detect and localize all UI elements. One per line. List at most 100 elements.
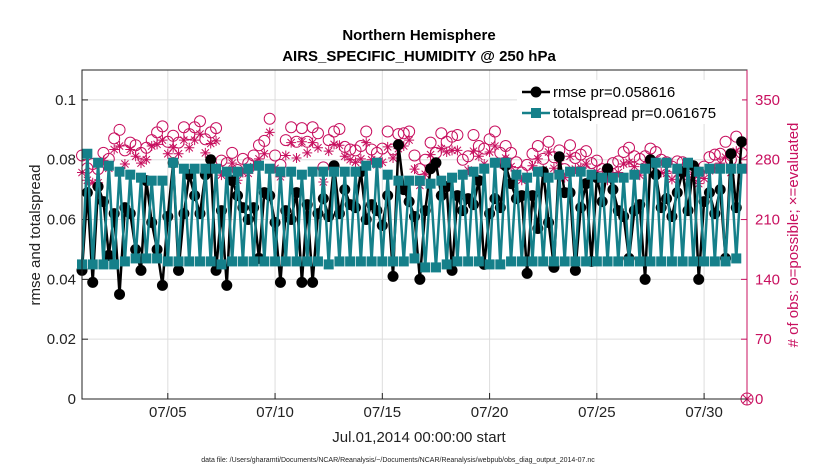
obs-evaluated-point — [355, 153, 366, 164]
obs-evaluated-point — [398, 141, 409, 152]
totalspread-point — [135, 172, 146, 183]
chart-subtitle: AIRS_SPECIFIC_HUMIDITY @ 250 hPa — [282, 48, 556, 65]
totalspread-point — [157, 175, 168, 186]
totalspread-point — [280, 256, 291, 267]
totalspread-point — [323, 259, 334, 270]
x-axis-label: Jul.01,2014 00:00:00 start — [332, 429, 506, 446]
totalspread-point — [430, 262, 441, 273]
totalspread-point — [178, 163, 189, 174]
totalspread-point — [736, 163, 747, 174]
rmse-point — [226, 175, 238, 187]
totalspread-point — [248, 256, 259, 267]
legend: rmse pr=0.058616 totalspread pr=0.061675 — [517, 80, 742, 124]
totalspread-point — [607, 172, 618, 183]
totalspread-point — [398, 256, 409, 267]
totalspread-point — [613, 256, 624, 267]
obs-possible-point — [210, 122, 223, 135]
totalspread-point — [516, 256, 527, 267]
obs-evaluated-point — [591, 166, 602, 177]
obs-evaluated-point — [339, 151, 350, 162]
rmse-point — [398, 184, 410, 196]
totalspread-point — [377, 256, 388, 267]
obs-possible-point — [590, 154, 603, 167]
obs-possible-point — [269, 149, 282, 162]
totalspread-point — [618, 172, 629, 183]
totalspread-point — [173, 256, 184, 267]
rmse-point — [387, 270, 399, 282]
totalspread-point — [527, 256, 538, 267]
totalspread-point — [371, 157, 382, 168]
y2-tick-label: 210 — [755, 212, 780, 229]
obs-evaluated-point — [420, 169, 431, 180]
totalspread-point — [345, 256, 356, 267]
obs-evaluated-point — [447, 145, 458, 156]
obs-possible-point — [462, 150, 475, 163]
totalspread-point — [511, 169, 522, 180]
totalspread-point — [484, 259, 495, 270]
rmse-point — [575, 202, 587, 214]
obs-possible-point — [451, 128, 464, 141]
obs-evaluated-point — [184, 142, 195, 153]
rmse-point — [87, 276, 99, 288]
obs-evaluated-point — [565, 151, 576, 162]
obs-evaluated-point — [253, 153, 264, 164]
totalspread-point — [87, 259, 98, 270]
totalspread-point — [141, 253, 152, 264]
totalspread-point — [409, 253, 420, 264]
obs-evaluated-point — [436, 143, 447, 154]
totalspread-point — [425, 178, 436, 189]
y-tick-label: 0.08 — [47, 152, 76, 169]
legend-rmse-label: rmse pr=0.058616 — [553, 84, 675, 101]
x-tick-label: 07/25 — [578, 404, 616, 421]
rmse-point — [725, 148, 737, 160]
y2-axis-label: # of obs: o=possible; ×=evaluated — [785, 123, 802, 348]
obs-evaluated-point — [377, 157, 388, 168]
totalspread-point — [253, 160, 264, 171]
totalspread-point — [543, 172, 554, 183]
totalspread-point — [307, 166, 318, 177]
totalspread-point — [168, 157, 179, 168]
obs-evaluated-point — [731, 146, 742, 157]
obs-evaluated-point — [173, 148, 184, 159]
obs-possible-point — [580, 145, 593, 158]
totalspread-point — [270, 256, 281, 267]
rmse-point — [661, 193, 673, 205]
totalspread-point — [565, 166, 576, 177]
obs-evaluated-point — [141, 154, 152, 165]
totalspread-point — [624, 256, 635, 267]
obs-evaluated-point — [168, 142, 179, 153]
y2-tick-label: 140 — [755, 271, 780, 288]
totalspread-point — [677, 256, 688, 267]
totalspread-point — [479, 163, 490, 174]
obs-evaluated-point — [495, 159, 506, 169]
obs-evaluated-point — [87, 177, 98, 188]
rmse-point — [274, 276, 286, 288]
totalspread-point — [704, 163, 715, 174]
totalspread-point — [666, 256, 677, 267]
totalspread-point — [688, 256, 699, 267]
totalspread-point — [581, 256, 592, 267]
obs-evaluated-point — [618, 159, 629, 169]
totalspread-point — [366, 256, 377, 267]
totalspread-point — [312, 256, 323, 267]
obs-possible-point — [263, 112, 276, 125]
obs-possible-point — [488, 125, 501, 138]
legend-rmse-marker — [530, 86, 542, 98]
totalspread-line — [80, 152, 743, 269]
rmse-point — [521, 267, 533, 279]
obs-evaluated-point — [516, 175, 527, 186]
y2-tick-label: 0 — [755, 391, 763, 408]
obs-possible-point — [719, 135, 732, 148]
totalspread-point — [382, 169, 393, 180]
obs-evaluated-point — [135, 158, 146, 169]
totalspread-point — [334, 256, 345, 267]
rmse-point — [264, 190, 276, 202]
obs-evaluated-point — [307, 137, 318, 148]
rmse-point — [457, 205, 469, 217]
x-tick-label: 07/15 — [364, 404, 402, 421]
obs-evaluated-point — [82, 175, 93, 186]
rmse-point — [317, 193, 329, 205]
obs-evaluated-point — [146, 141, 157, 152]
obs-possible-point — [156, 120, 169, 133]
